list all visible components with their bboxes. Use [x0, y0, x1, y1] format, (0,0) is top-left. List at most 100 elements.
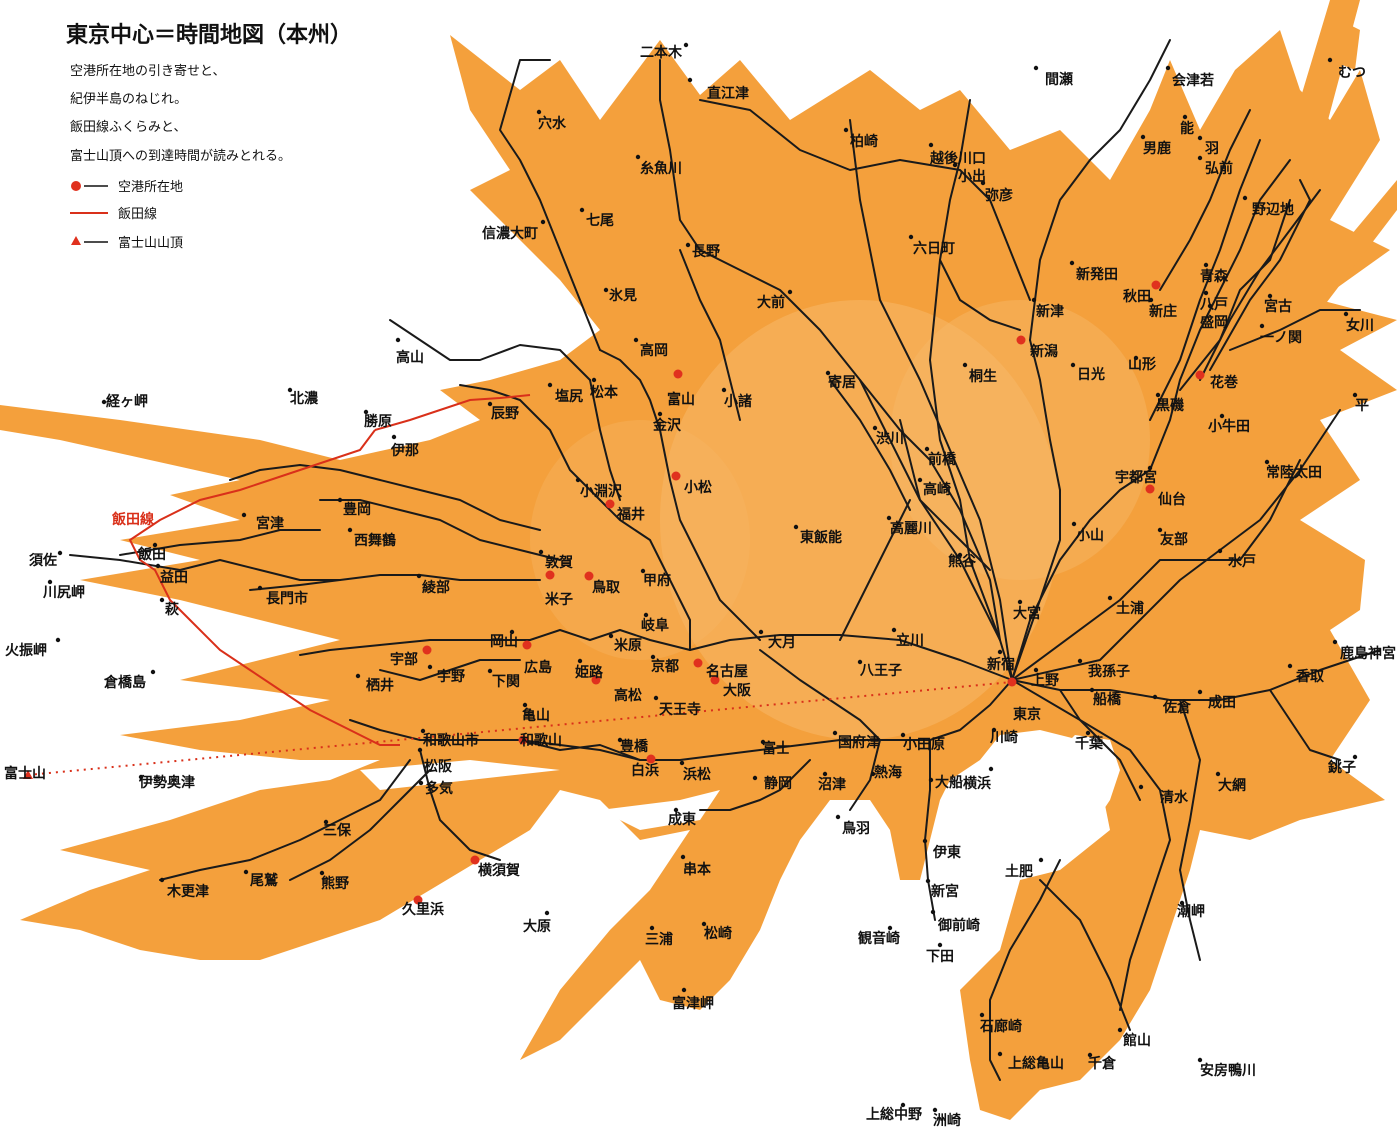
place-label: 岐阜	[641, 617, 669, 634]
rail-line	[1159, 109, 1251, 291]
station-dot	[420, 728, 426, 734]
place-label: 新庄	[1149, 303, 1177, 320]
place-label: 新宿	[987, 656, 1015, 673]
station-dot	[1267, 293, 1273, 299]
place-label: 小諸	[724, 393, 752, 410]
place-label: むつ	[1338, 65, 1366, 81]
station-dot	[870, 771, 876, 777]
station-dot	[997, 649, 1003, 655]
station-dot	[155, 563, 161, 569]
place-label: 高麗川	[890, 520, 932, 537]
station-dot	[1182, 114, 1188, 120]
place-label: 米原	[614, 637, 642, 654]
station-dot	[932, 1107, 938, 1113]
airport-marker	[522, 640, 532, 650]
station-dot	[1152, 694, 1158, 700]
place-label: 尾鷲	[250, 872, 278, 889]
place-label: 立川	[896, 632, 924, 649]
station-dot	[1085, 730, 1091, 736]
station-dot	[608, 633, 614, 639]
rail-line	[349, 719, 521, 741]
station-dot	[575, 477, 581, 483]
rail-line	[849, 739, 881, 811]
rail-line	[389, 319, 591, 381]
place-label: 渋川	[876, 430, 904, 447]
airport-marker	[646, 754, 656, 764]
rail-line	[299, 639, 531, 656]
station-dot	[908, 234, 914, 240]
place-label: 仙台	[1158, 491, 1186, 508]
station-dot	[979, 1012, 985, 1018]
place-label: 小山	[1076, 528, 1104, 544]
place-label: 経ヶ岬	[106, 393, 148, 410]
station-dot	[1087, 1052, 1093, 1058]
place-label: 川崎	[989, 729, 1018, 746]
place-label: 館山	[1122, 1032, 1151, 1049]
rail-line	[1029, 39, 1171, 341]
place-label: 亀山	[522, 707, 550, 724]
station-dot	[760, 739, 766, 745]
place-label: 辰野	[491, 406, 519, 422]
station-dot	[657, 411, 663, 417]
rail-line	[289, 769, 431, 881]
place-label: 綾部	[422, 579, 450, 596]
place-label: 新宮	[931, 883, 959, 900]
place-label: 豊橋	[620, 738, 649, 755]
station-dot	[635, 154, 641, 160]
place-label: 浜松	[683, 766, 711, 783]
place-label: 熊谷	[948, 553, 977, 570]
station-dot	[825, 370, 831, 376]
place-label: 富士	[762, 740, 790, 757]
legend-fuji-label: 富士山山頂	[118, 235, 183, 251]
station-dot	[1117, 1027, 1123, 1033]
place-label: 観音崎	[858, 930, 900, 947]
place-label: 大船	[935, 774, 963, 791]
airport-marker	[673, 369, 683, 379]
place-label: 土肥	[1005, 863, 1033, 880]
place-label: 伊勢奥津	[138, 774, 195, 791]
place-label: 塩尻	[555, 388, 583, 405]
rail-line	[499, 59, 601, 351]
station-dot	[787, 289, 793, 295]
place-label: 宇野	[437, 668, 465, 685]
airport-marker	[1195, 370, 1205, 380]
description-line-2: 紀伊半島のねじれ。	[70, 92, 187, 107]
station-dot	[1147, 465, 1153, 471]
station-dot	[1352, 392, 1358, 398]
place-label: 男鹿	[1143, 140, 1171, 157]
station-dot	[1215, 771, 1221, 777]
place-label: 前橋	[928, 451, 957, 468]
station-dot	[1197, 155, 1203, 161]
place-label: 平	[1355, 398, 1369, 414]
station-dot	[633, 337, 639, 343]
map-title: 東京中心＝時間地図（本州）	[66, 22, 352, 48]
place-label: 宮津	[256, 515, 284, 532]
place-label: 火振岬	[5, 642, 47, 659]
place-label: 成田	[1208, 694, 1236, 711]
place-label: 高崎	[923, 481, 951, 498]
rail-line	[829, 379, 911, 511]
station-dot	[1140, 134, 1146, 140]
station-dot	[937, 942, 943, 948]
airport-marker	[1151, 280, 1161, 290]
station-dot	[1352, 754, 1358, 760]
land-streak	[1330, 20, 1360, 70]
place-label: 敦賀	[545, 554, 573, 571]
place-label: 静岡	[764, 775, 792, 792]
place-label: 鳥取	[592, 579, 621, 596]
place-label: 我孫子	[1088, 663, 1130, 680]
place-label: 土浦	[1116, 600, 1144, 617]
station-dot	[681, 987, 687, 993]
place-label: 銚子	[1328, 759, 1356, 776]
rail-line	[899, 159, 991, 201]
place-label: 穴水	[538, 115, 567, 132]
bay-gap	[985, 735, 1120, 880]
station-dot	[1264, 459, 1270, 465]
place-label: 富津岬	[672, 995, 714, 1012]
rail-line	[529, 629, 691, 651]
station-dot	[1203, 290, 1209, 296]
rail-line	[249, 574, 541, 591]
station-dot	[988, 766, 994, 772]
